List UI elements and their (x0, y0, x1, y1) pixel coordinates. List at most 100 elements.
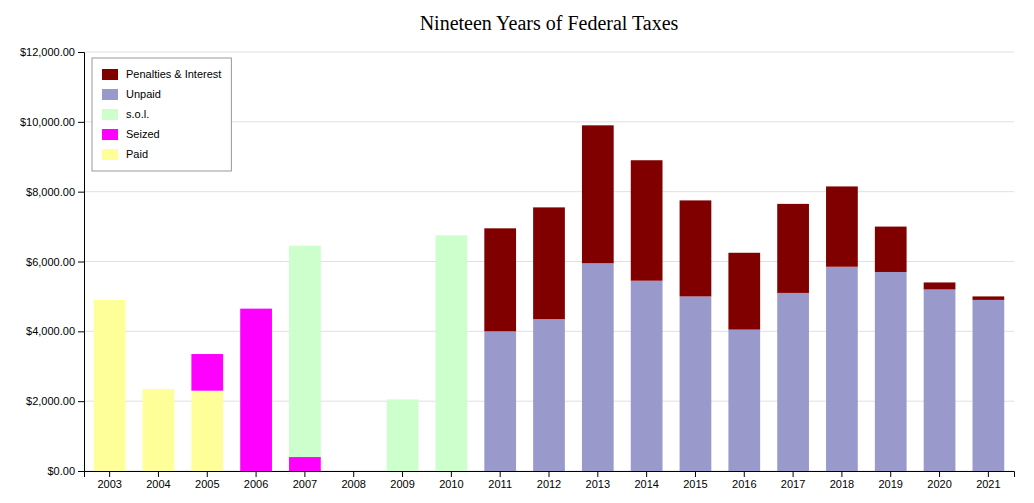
bar (143, 388, 175, 389)
bar (924, 282, 956, 289)
chart: $0.00$2,000.00$4,000.00$6,000.00$8,000.0… (0, 0, 1034, 503)
bar (94, 299, 126, 300)
x-tick: 2018 (830, 471, 854, 490)
x-tick-label: 2020 (927, 478, 951, 490)
x-tick-mark (988, 471, 989, 477)
bar (338, 471, 370, 472)
legend-frame (92, 58, 231, 171)
bar (143, 388, 175, 389)
bar (289, 246, 321, 457)
y-tick-mark (78, 122, 84, 123)
title: Nineteen Years of Federal Taxes (420, 12, 679, 34)
y-tick-label: $12,000.00 (20, 46, 75, 58)
x-tick-label: 2012 (537, 478, 561, 490)
bar (435, 235, 467, 471)
bar (680, 296, 712, 471)
x-tick: 2008 (341, 471, 365, 490)
x-tick-mark (744, 471, 745, 477)
bar (875, 272, 907, 471)
grid-line (84, 52, 1014, 53)
x-tick-mark (841, 471, 842, 477)
legend-swatch (102, 129, 118, 140)
legend-label: Penalties & Interest (126, 68, 221, 80)
bar (875, 227, 907, 272)
bar-series (289, 235, 467, 471)
bar (387, 399, 419, 400)
legend-item: Unpaid (102, 88, 161, 100)
x-tick: 2005 (195, 471, 219, 490)
bar (289, 457, 321, 471)
x-tick: 2003 (97, 471, 121, 490)
bar (240, 308, 272, 309)
bar (826, 186, 858, 266)
y-tick-mark (78, 52, 84, 53)
x-tick-mark (793, 471, 794, 477)
x-tick: 2004 (146, 471, 170, 490)
bar (924, 289, 956, 471)
bar (338, 471, 370, 472)
x-tick-label: 2007 (293, 478, 317, 490)
x-tick: 2011 (488, 471, 512, 490)
x-tick-mark (890, 471, 891, 477)
x-tick-mark (939, 471, 940, 477)
x-tick-mark (646, 471, 647, 477)
bar (338, 471, 370, 472)
x-axis: 2003200420052006200720082009201020112012… (85, 471, 1015, 490)
x-tick-label: 2011 (488, 478, 512, 490)
bar (728, 330, 760, 471)
legend-label: Unpaid (126, 88, 161, 100)
bar (191, 354, 223, 355)
legend-item: Penalties & Interest (102, 68, 221, 80)
y-tick-mark (78, 262, 84, 263)
bar (338, 471, 370, 472)
legend-swatch (102, 89, 118, 100)
legend-label: s.o.l. (126, 108, 149, 120)
bar (484, 331, 516, 471)
x-tick-label: 2008 (341, 478, 365, 490)
y-tick-mark (78, 331, 84, 332)
bar (484, 228, 516, 331)
x-tick-label: 2018 (830, 478, 854, 490)
y-tick: $8,000.00 (26, 186, 84, 198)
x-tick-label: 2013 (586, 478, 610, 490)
y-tick: $4,000.00 (26, 325, 84, 337)
grid (84, 52, 1014, 471)
bar (94, 299, 126, 300)
x-tick-mark (597, 471, 598, 477)
y-tick-label: $8,000.00 (26, 186, 75, 198)
y-tick-mark (78, 192, 84, 193)
bar (680, 200, 712, 296)
x-tick-mark (549, 471, 550, 477)
y-tick-label: $0.00 (47, 465, 75, 477)
bar (826, 267, 858, 471)
bar-series (484, 125, 1004, 331)
y-tick-mark (78, 471, 84, 472)
bar (143, 388, 175, 389)
x-tick: 2020 (927, 471, 951, 490)
y-tick: $6,000.00 (26, 256, 84, 268)
x-tick-mark (304, 471, 305, 477)
bar (631, 281, 663, 471)
legend-item: Seized (102, 128, 160, 140)
x-tick-mark (695, 471, 696, 477)
x-tick-label: 2004 (146, 478, 170, 490)
x-tick-label: 2019 (878, 478, 902, 490)
bar (289, 245, 321, 246)
y-tick-label: $10,000.00 (20, 116, 75, 128)
legend-swatch (102, 149, 118, 160)
x-axis-line (85, 472, 1015, 478)
x-tick-label: 2021 (976, 478, 1000, 490)
x-tick-mark (451, 471, 452, 477)
bar (143, 389, 175, 471)
legend-label: Paid (126, 148, 148, 160)
bar (191, 354, 223, 355)
x-tick-label: 2017 (781, 478, 805, 490)
x-tick-label: 2014 (634, 478, 658, 490)
grid-line (84, 191, 1014, 192)
x-tick-label: 2010 (439, 478, 463, 490)
bar (338, 471, 370, 472)
legend: Penalties & Interest Unpaid s.o.l. Seized Pa… (92, 58, 231, 171)
bar-series (94, 300, 223, 471)
x-tick-mark (109, 471, 110, 477)
y-axis: $0.00$2,000.00$4,000.00$6,000.00$8,000.0… (20, 46, 85, 477)
